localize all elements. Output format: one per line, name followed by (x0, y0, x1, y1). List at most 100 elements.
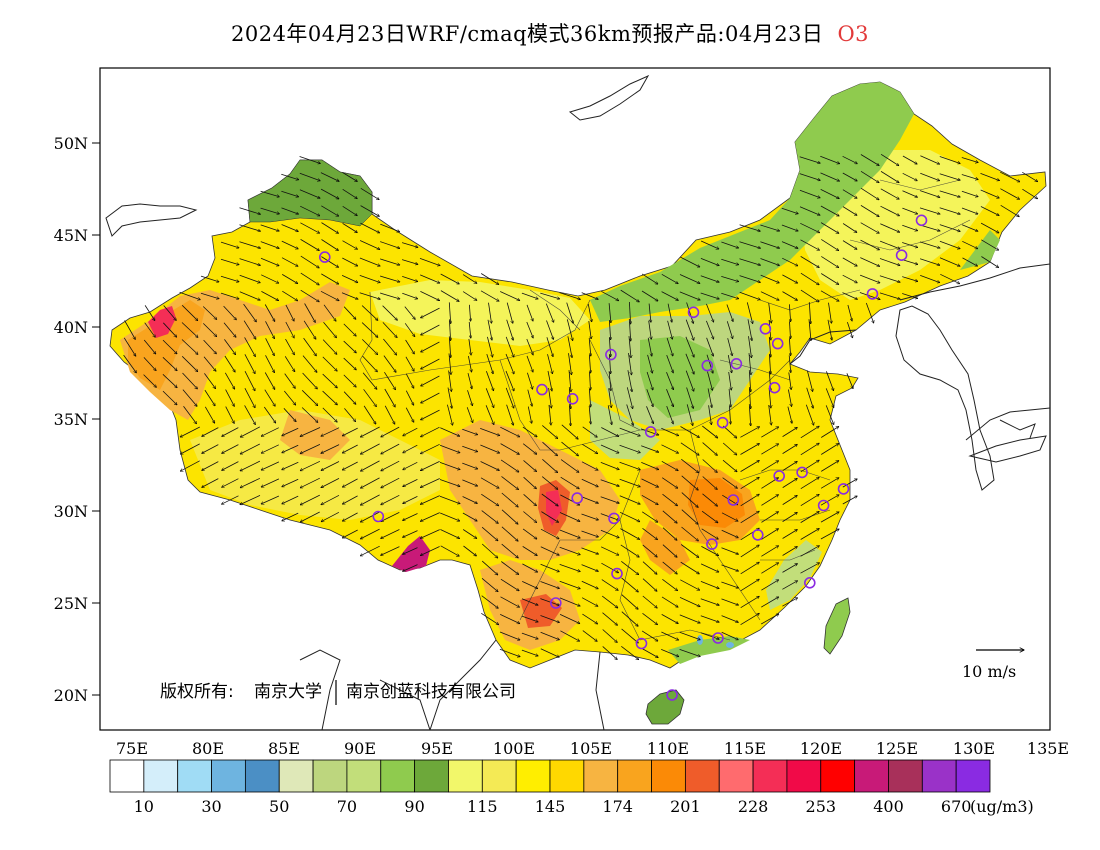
wind-arrow (666, 372, 674, 390)
wind-arrow (721, 258, 738, 264)
wind-arrow (642, 561, 657, 575)
wind-arrow (401, 242, 418, 248)
wind-arrow (721, 512, 738, 521)
wind-arrow (582, 630, 597, 642)
wind-arrow (362, 339, 377, 354)
wind-arrow (608, 388, 612, 407)
wind-arrow (480, 428, 500, 435)
wind-arrow (282, 290, 297, 301)
wind-arrow (681, 509, 698, 525)
wind-arrow (299, 172, 320, 181)
wind-arrow (559, 292, 581, 300)
wind-arrow (727, 355, 731, 373)
wind-arrow (680, 256, 700, 267)
colorbar-label: 70 (337, 797, 357, 816)
wind-arrow (342, 240, 358, 250)
wind-arrow (379, 292, 400, 299)
wind-arrow (283, 408, 296, 421)
wind-arrow (608, 303, 611, 323)
wind-arrow (240, 443, 260, 454)
wind-arrow (879, 258, 900, 266)
wind-arrow (662, 561, 678, 574)
wind-arrow (641, 630, 658, 641)
wind-arrow (842, 257, 857, 266)
wind-arrow (805, 404, 813, 425)
wind-arrow (360, 205, 380, 217)
wind-arrow (842, 479, 857, 488)
station-marker (771, 337, 784, 350)
wind-arrow (180, 460, 200, 471)
wind-arrow (403, 427, 418, 436)
colorbar-swatch (955, 759, 991, 793)
wind-arrow (939, 240, 960, 248)
wind-arrow (902, 242, 918, 248)
wind-arrow (162, 390, 177, 405)
wind-arrow (380, 241, 400, 249)
wind-arrow (162, 374, 177, 387)
wind-arrow (463, 545, 477, 556)
wind-arrow (981, 239, 998, 250)
wind-arrow (589, 388, 590, 407)
wind-arrow (700, 632, 719, 640)
wind-arrow (820, 273, 839, 285)
wind-arrow (383, 355, 396, 373)
wind-arrow (939, 224, 960, 232)
wind-arrow (300, 460, 321, 470)
wind-arrow (282, 444, 299, 453)
wind-arrow (781, 241, 798, 249)
wind-arrow (980, 222, 999, 233)
wind-arrow (359, 275, 380, 282)
station-marker (687, 306, 700, 319)
wind-arrow (962, 240, 977, 248)
colorbar-swatch (617, 759, 652, 793)
zone-blue-spot (726, 642, 734, 648)
wind-arrow (421, 426, 440, 437)
wind-arrow (820, 495, 839, 506)
wind-arrow (702, 493, 718, 506)
wind-arrow (860, 222, 880, 234)
wind-arrow (641, 462, 658, 469)
wind-arrow (468, 338, 471, 355)
wind-arrow (581, 564, 599, 572)
colorbar-swatch (684, 759, 720, 793)
wind-arrow (501, 509, 518, 524)
wind-arrow (800, 272, 819, 285)
wind-arrow (828, 302, 832, 324)
wind-arrow (788, 355, 791, 372)
wind-arrow (860, 154, 879, 166)
wind-arrow (480, 444, 499, 453)
wind-arrow (220, 258, 239, 264)
zone-magenta-southeast-tibet (392, 536, 430, 572)
station-marker (837, 483, 850, 495)
wind-arrow (769, 353, 770, 374)
wind-arrow (462, 445, 477, 451)
wind-arrow (403, 479, 418, 486)
wind-arrow (781, 207, 798, 213)
wind-arrow (284, 356, 295, 371)
lat-tick-label: 25N (54, 594, 88, 613)
wind-arrow (362, 355, 378, 372)
wind-arrow (342, 529, 358, 538)
wind-arrow (782, 564, 798, 573)
wind-arrow (588, 337, 591, 356)
wind-arrow (679, 274, 700, 284)
wind-arrow (342, 427, 358, 436)
wind-arrow (641, 478, 659, 487)
wind-arrow (799, 206, 820, 215)
wind-arrow (244, 354, 255, 373)
wind-arrow (361, 322, 378, 338)
wind-arrow (384, 371, 395, 390)
wind-arrow (481, 577, 498, 591)
wind-arrow (183, 405, 197, 424)
pollutant-label: O3 (837, 22, 870, 46)
wind-arrow (163, 305, 177, 321)
wind-arrow (421, 307, 440, 318)
wind-arrow (300, 289, 320, 302)
wind-arrow (486, 353, 493, 374)
zone-red-kashgar (148, 306, 176, 338)
wind-arrow (679, 614, 700, 623)
wind-arrow (721, 547, 739, 555)
wind-arrow (902, 207, 917, 214)
wind-arrow (799, 156, 821, 163)
wind-arrow (261, 495, 280, 504)
